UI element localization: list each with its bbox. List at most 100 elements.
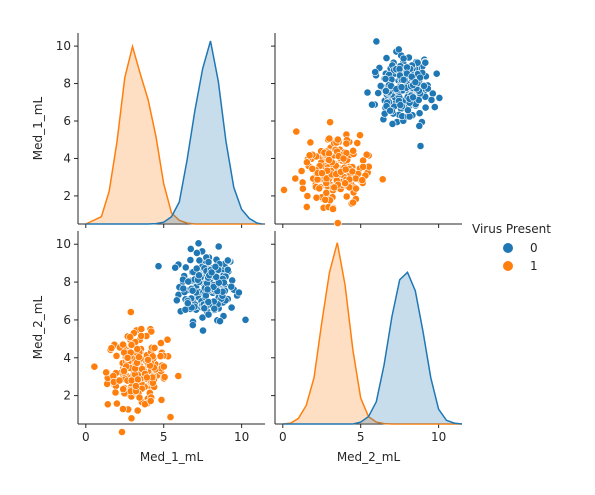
scatter-point-0 <box>223 265 232 274</box>
kde-fill-1 <box>85 46 262 224</box>
scatter-point-0 <box>394 45 403 54</box>
scatter-point-1 <box>322 188 331 197</box>
scatter-point-1 <box>115 376 124 385</box>
scatter-point-1 <box>133 345 142 353</box>
scatter-point-1 <box>140 400 149 409</box>
scatter-point-0 <box>399 54 408 63</box>
legend-label-0: 0 <box>530 241 538 255</box>
scatter-point-1 <box>163 335 172 344</box>
scatter-point-1 <box>341 165 350 174</box>
scatter-point-0 <box>154 262 163 271</box>
scatter-point-1 <box>118 428 126 436</box>
scatter-point-1 <box>133 375 142 384</box>
scatter-point-1 <box>119 385 128 394</box>
scatter-point-0 <box>204 258 213 266</box>
scatter-point-0 <box>179 284 188 293</box>
scatter-point-0 <box>381 75 390 83</box>
scatter-point-1 <box>150 343 159 352</box>
kde-fill-0 <box>282 272 462 424</box>
scatter-point-0 <box>223 256 232 265</box>
scatter-point-0 <box>407 72 416 81</box>
scatter-point-1 <box>302 158 311 167</box>
scatter-point-1 <box>280 185 288 194</box>
scatter-point-1 <box>119 340 127 349</box>
legend-marker-1 <box>503 261 513 271</box>
scatter-point-1 <box>333 219 342 227</box>
scatter-point-1 <box>317 169 326 178</box>
scatter-point-1 <box>134 353 143 361</box>
scatter-point-1 <box>107 344 116 353</box>
scatter-point-0 <box>184 277 193 286</box>
scatter-point-0 <box>203 285 212 294</box>
scatter-point-1 <box>123 353 132 362</box>
scatter-point-1 <box>127 340 136 349</box>
scatter-point-1 <box>324 155 333 164</box>
y-tick-label: 4 <box>63 351 71 365</box>
scatter-point-0 <box>227 282 236 291</box>
scatter-point-1 <box>358 176 367 185</box>
scatter-point-0 <box>416 73 424 82</box>
scatter-point-0 <box>415 109 424 118</box>
x-tick-label: 10 <box>431 430 446 444</box>
scatter-point-1 <box>342 139 351 148</box>
scatter-point-0 <box>207 268 216 277</box>
scatter-point-0 <box>363 88 372 97</box>
y-tick-label: 6 <box>63 313 71 327</box>
scatter-point-1 <box>362 150 371 159</box>
legend-label-1: 1 <box>530 259 538 273</box>
scatter-point-1 <box>330 183 339 192</box>
scatter-point-0 <box>194 239 203 248</box>
scatter-point-1 <box>90 362 99 371</box>
scatter-point-0 <box>382 54 391 62</box>
panel-Med_2_mL-vs-Med_1_mL <box>271 33 462 228</box>
y-tick-label: 2 <box>63 189 71 203</box>
scatter-point-1 <box>126 308 135 316</box>
scatter-point-1 <box>127 414 136 423</box>
scatter-point-1 <box>137 325 146 333</box>
y-tick-label: 8 <box>63 77 71 91</box>
scatter-point-1 <box>292 127 301 136</box>
scatter-point-0 <box>376 82 385 90</box>
scatter-point-1 <box>113 399 121 408</box>
scatter-point-0 <box>368 100 376 109</box>
scatter-point-1 <box>111 388 120 397</box>
scatter-point-0 <box>204 310 213 319</box>
scatter-point-0 <box>186 256 195 264</box>
x-tick-label: 0 <box>279 430 287 444</box>
scatter-point-0 <box>171 263 180 272</box>
scatter-point-0 <box>409 93 417 102</box>
scatter-point-1 <box>356 131 364 140</box>
scatter-point-1 <box>325 149 333 158</box>
scatter-point-1 <box>378 175 387 184</box>
scatter-point-0 <box>421 58 430 67</box>
scatter-point-0 <box>420 82 428 90</box>
scatter-point-1 <box>119 405 127 413</box>
scatter-point-0 <box>374 89 383 97</box>
x-tick-label: 5 <box>357 430 365 444</box>
scatter-point-0 <box>214 242 223 251</box>
scatter-point-0 <box>415 122 424 130</box>
scatter-point-1 <box>144 355 152 364</box>
scatter-point-1 <box>137 331 146 340</box>
scatter-point-1 <box>112 351 121 360</box>
scatter-point-1 <box>303 192 312 200</box>
scatter-point-0 <box>371 68 380 76</box>
scatter-point-0 <box>427 96 436 104</box>
y-axis-label-med2: Med_2_mL <box>31 296 45 360</box>
scatter-point-1 <box>305 151 314 160</box>
scatter-point-1 <box>353 139 362 147</box>
scatter-point-1 <box>342 192 351 201</box>
scatter-point-1 <box>291 174 300 183</box>
scatter-point-0 <box>199 326 207 335</box>
scatter-point-0 <box>432 69 441 78</box>
x-axis-label-med1: Med_1_mL <box>140 450 204 464</box>
legend-marker-0 <box>503 243 513 253</box>
scatter-point-1 <box>156 339 165 347</box>
kde-fill-0 <box>85 41 262 224</box>
scatter-point-0 <box>397 83 406 92</box>
y-tick-label: 10 <box>56 237 71 251</box>
scatter-point-1 <box>174 372 183 380</box>
x-tick-label: 10 <box>234 430 249 444</box>
y-tick-label: 10 <box>56 39 71 53</box>
scatter-point-0 <box>216 317 224 326</box>
